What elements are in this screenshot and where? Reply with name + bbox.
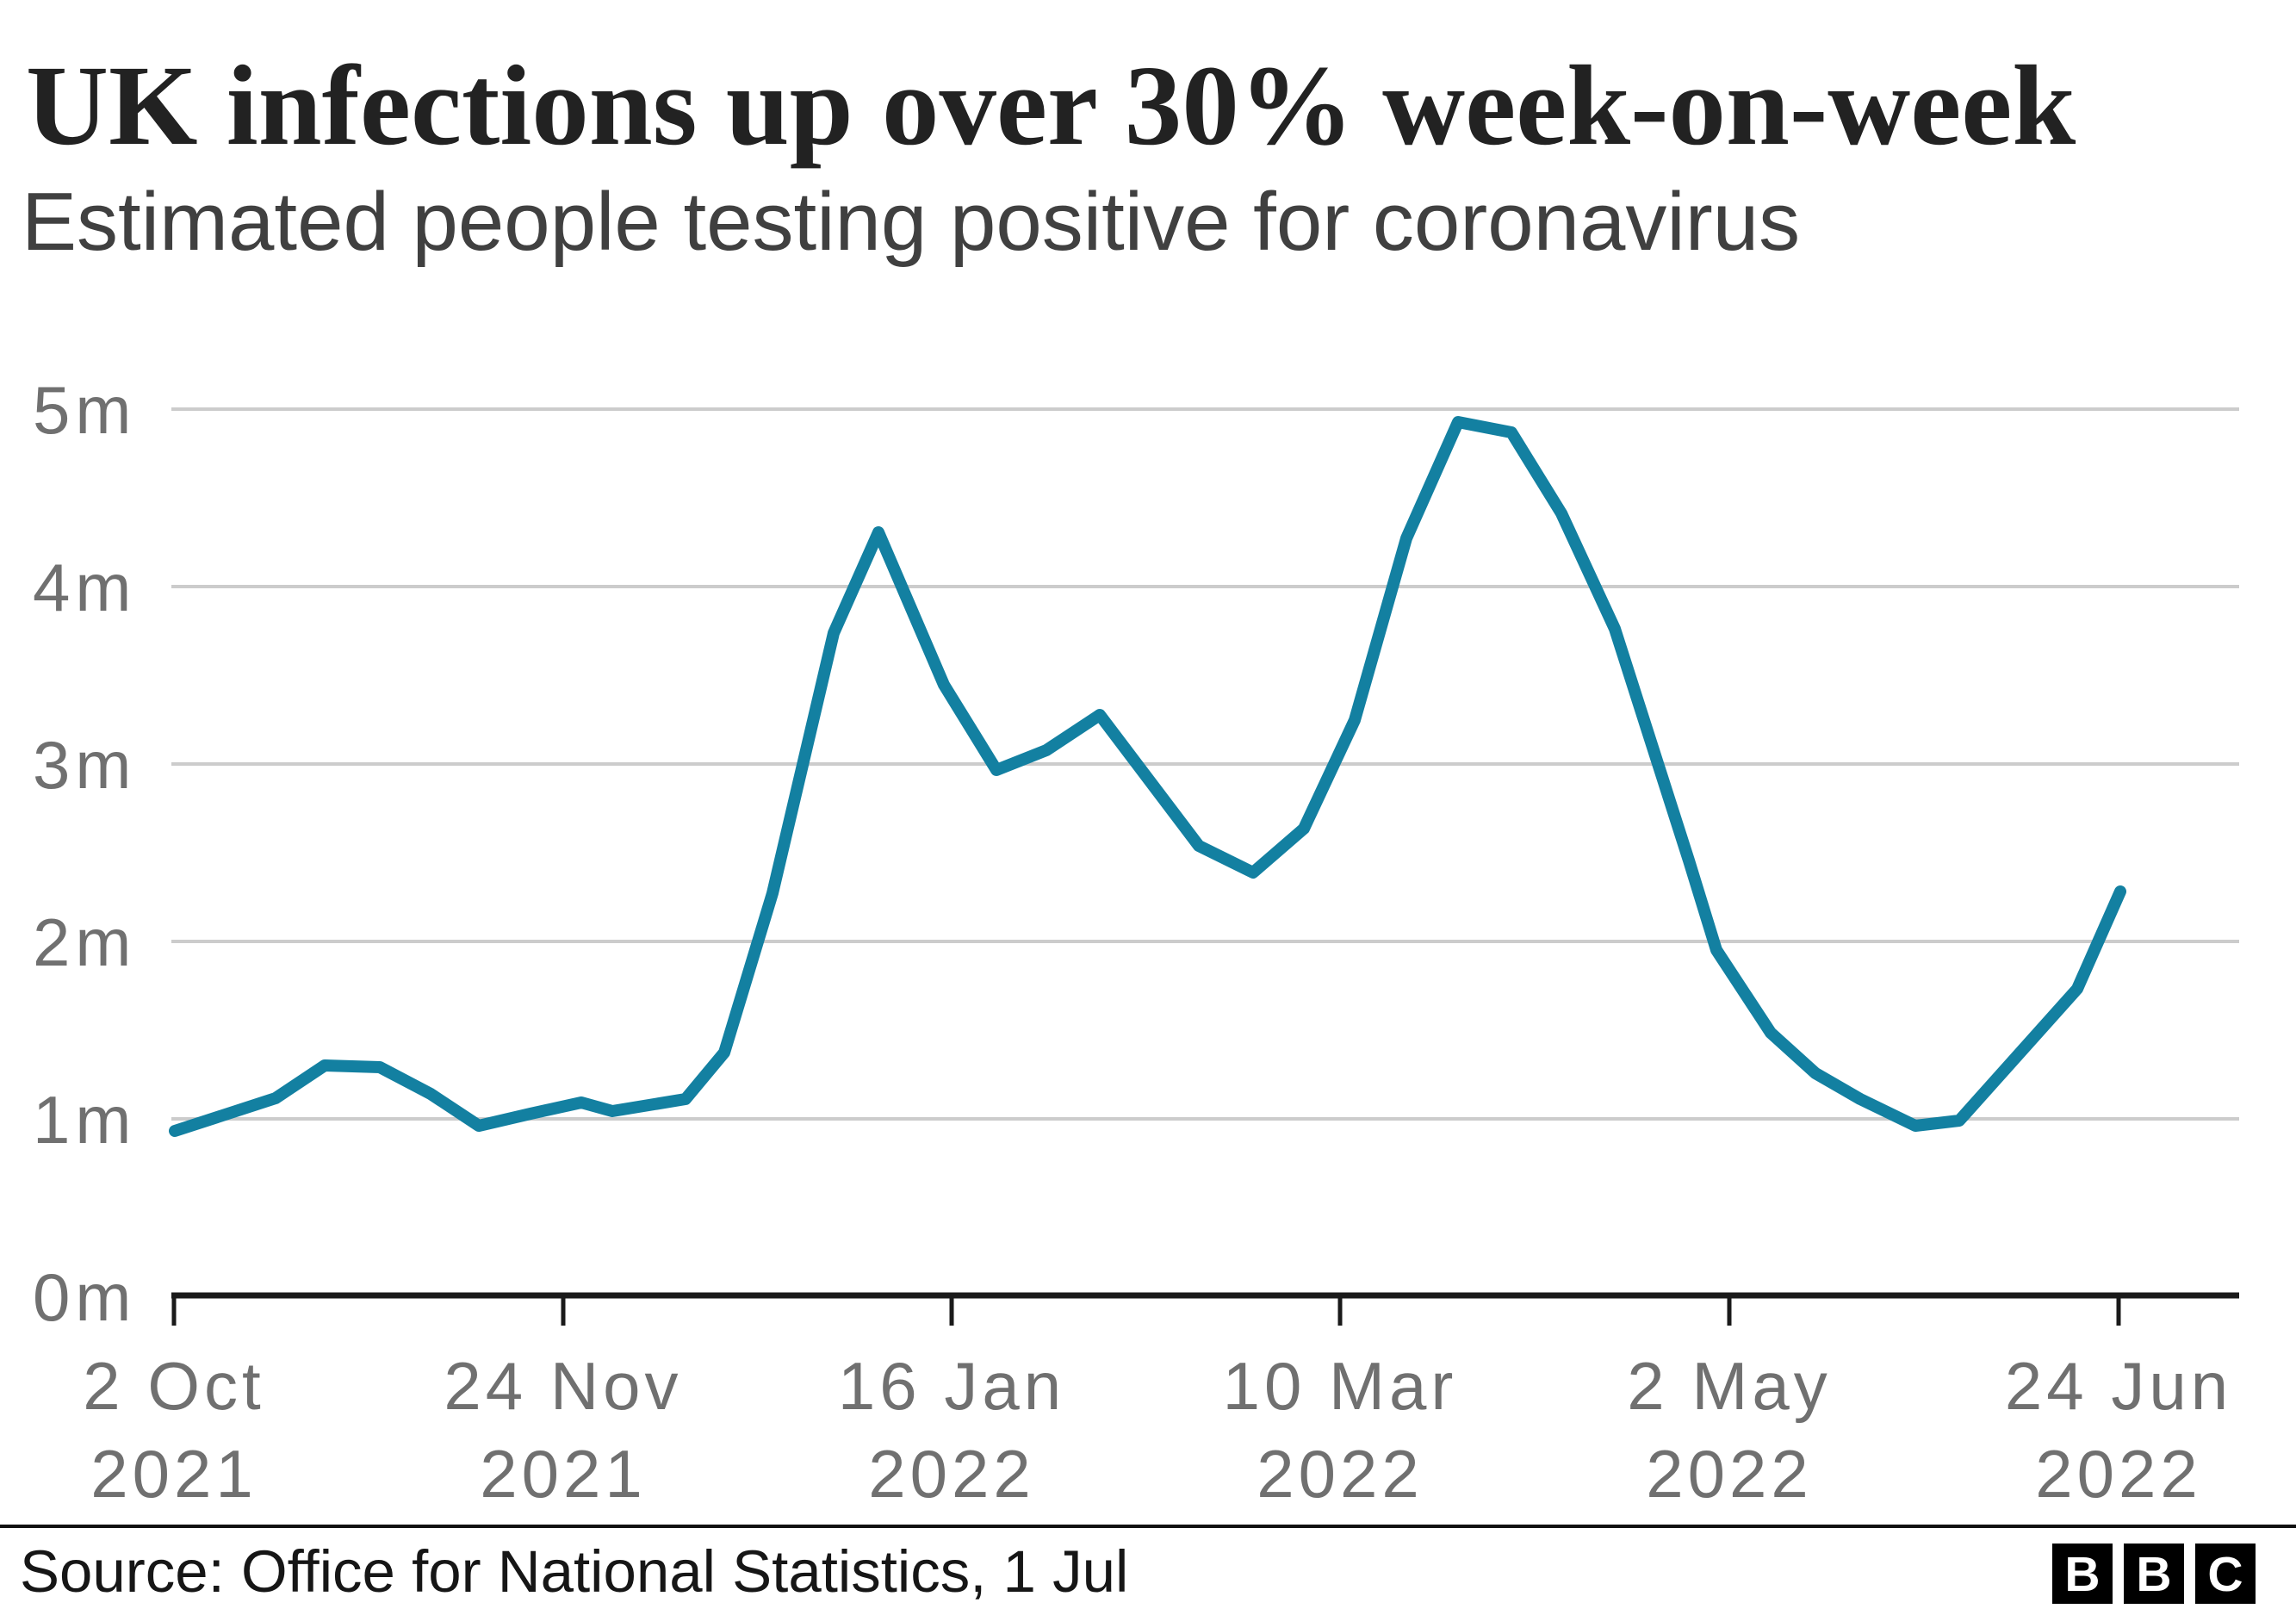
svg-text:UK infections up over 30% week: UK infections up over 30% week-on-week xyxy=(26,41,2076,169)
svg-text:2022: 2022 xyxy=(868,1436,1035,1512)
svg-text:2022: 2022 xyxy=(1646,1436,1813,1512)
svg-text:B: B xyxy=(2064,1547,2100,1602)
svg-text:2021: 2021 xyxy=(90,1436,258,1512)
svg-text:4m: 4m xyxy=(33,550,136,625)
svg-text:10 Mar: 10 Mar xyxy=(1223,1348,1458,1424)
svg-text:B: B xyxy=(2136,1547,2171,1602)
svg-text:1m: 1m xyxy=(33,1082,136,1158)
svg-text:24 Nov: 24 Nov xyxy=(444,1348,682,1424)
svg-text:2022: 2022 xyxy=(1257,1436,1424,1512)
svg-text:5m: 5m xyxy=(33,372,136,448)
svg-text:2m: 2m xyxy=(33,904,136,980)
svg-text:Estimated people testing posit: Estimated people testing positive for co… xyxy=(22,176,1800,268)
svg-text:2021: 2021 xyxy=(480,1436,647,1512)
svg-text:24 Jun: 24 Jun xyxy=(2005,1348,2232,1424)
svg-text:2 May: 2 May xyxy=(1627,1348,1831,1424)
svg-text:Source: Office for National St: Source: Office for National Statistics, … xyxy=(20,1538,1128,1605)
svg-text:2 Oct: 2 Oct xyxy=(83,1348,264,1424)
svg-text:0m: 0m xyxy=(33,1259,136,1335)
svg-text:3m: 3m xyxy=(33,727,136,803)
svg-text:2022: 2022 xyxy=(2035,1436,2202,1512)
svg-text:C: C xyxy=(2207,1547,2243,1602)
svg-text:16 Jan: 16 Jan xyxy=(838,1348,1065,1424)
